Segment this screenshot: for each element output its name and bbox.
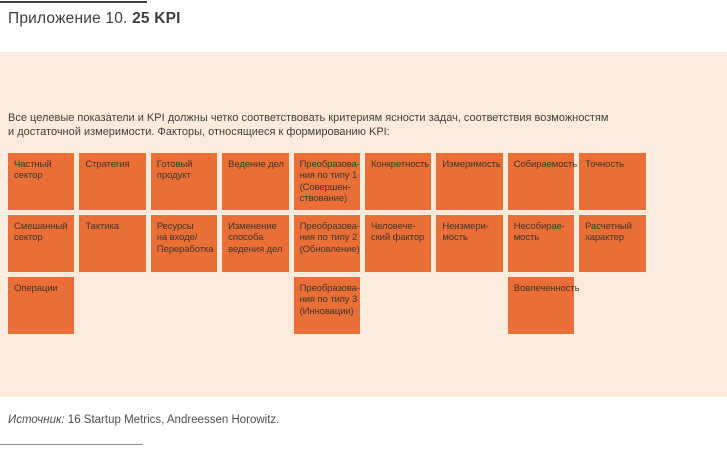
kpi-cell-business-conduct: Ведение дел [222,153,289,210]
source-text: 16 Startup Metrics, Andreessen Horowitz. [64,414,280,426]
kpi-cell-empty [222,277,288,334]
kpi-cell-transformation-type1: Преобразова- ния по типу 1 (Совершен- ст… [293,153,360,210]
kpi-cell-input-resources: Ресурсы на входе/ Переработка [150,215,218,272]
kpi-cell-empty [365,277,431,334]
kpi-cell-specificity: Конкретность [364,153,432,210]
kpi-cell-empty [79,277,145,334]
kpi-cell-private-sector: Частный сектор [8,153,75,210]
kpi-cell-change-of-method: Изменение способа ведения дел [222,215,289,272]
kpi-cell-empty [579,277,645,334]
kpi-cell-non-collectability: Несобирае- мость [507,215,575,272]
kpi-factor-grid: Частный сектор Стратегия Готовый продукт… [8,153,646,334]
kpi-cell-empty [436,277,502,334]
kpi-cell-engagement: Вовлеченность [507,277,580,334]
kpi-cell-operations: Операции [8,277,75,334]
bottom-crop-mark [0,444,143,445]
kpi-cell-empty [151,277,217,334]
source-label: Источник: [8,414,65,426]
kpi-cell-collectability: Собираемость [507,153,577,210]
page-title-prefix: Приложение 10. [8,10,133,27]
intro-paragraph: Все целевые показатели и KPI должны четк… [8,112,609,138]
kpi-cell-human-factor: Человече- ский фактор [364,215,432,272]
kpi-cell-transformation-type2: Преобразова- ния по типу 2 (Обновление) [293,215,360,272]
kpi-cell-transformation-type3: Преобразова- ния по типу 3 (Инновации) [293,277,360,334]
kpi-cell-tactics: Тактика [79,215,146,272]
kpi-cell-accuracy: Точность [579,153,646,210]
source-citation: Источник: 16 Startup Metrics, Andreessen… [8,414,279,426]
kpi-cell-non-measurability: Неизмери- мость [436,215,503,272]
kpi-cell-mixed-sector: Смешанный сектор [8,215,75,272]
kpi-cell-calculated-nature: Расчетный характер [579,215,646,272]
page-title: Приложение 10. 25 KPI [8,10,181,28]
page-title-emphasis: 25 KPI [132,10,181,27]
kpi-cell-finished-product: Готовый продукт [150,153,218,210]
top-crop-mark [0,1,147,3]
kpi-cell-strategy: Стратегия [79,153,146,210]
kpi-cell-measurability: Измеримость [436,153,503,210]
